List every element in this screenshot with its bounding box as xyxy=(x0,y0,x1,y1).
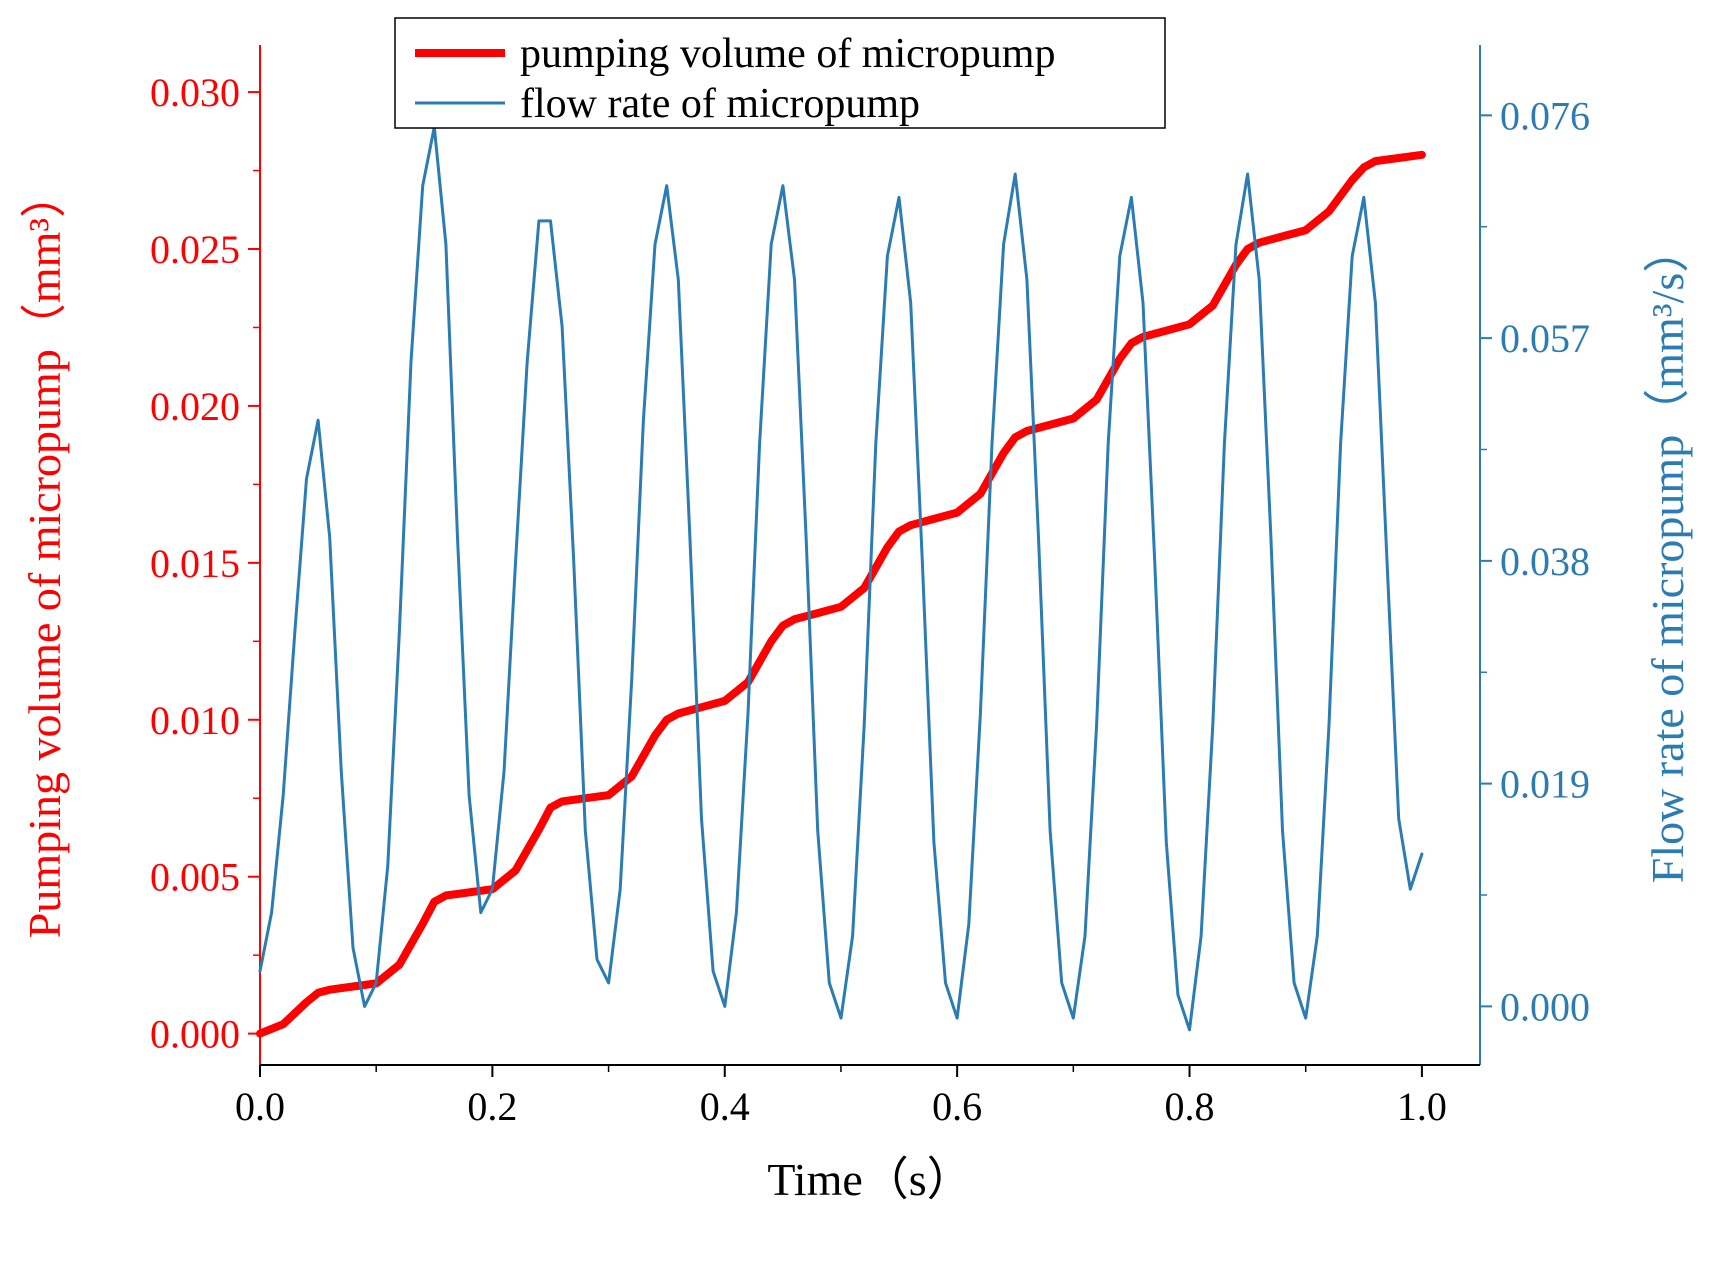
x-tick-label: 1.0 xyxy=(1397,1084,1447,1129)
y-left-tick-label: 0.025 xyxy=(150,227,240,272)
y-right-tick-label: 0.000 xyxy=(1500,984,1590,1029)
legend-label: pumping volume of micropump xyxy=(520,31,1055,77)
y-right-tick-label: 0.076 xyxy=(1500,93,1590,138)
series-flow_rate xyxy=(260,127,1422,1030)
y-left-tick-label: 0.015 xyxy=(150,541,240,586)
y-left-tick-label: 0.005 xyxy=(150,855,240,900)
y-left-tick-label: 0.000 xyxy=(150,1012,240,1057)
y-left-axis-title: Pumping volume of micropump（mm³） xyxy=(19,172,70,938)
y-left-tick-label: 0.020 xyxy=(150,384,240,429)
x-tick-label: 0.6 xyxy=(932,1084,982,1129)
y-right-axis-title: Flow rate of micropump（mm³/s） xyxy=(1642,227,1693,883)
y-right-tick-label: 0.057 xyxy=(1500,316,1590,361)
x-tick-label: 0.0 xyxy=(235,1084,285,1129)
y-left-tick-label: 0.010 xyxy=(150,698,240,743)
x-axis-title: Time（s） xyxy=(767,1154,972,1205)
x-tick-label: 0.8 xyxy=(1165,1084,1215,1129)
chart-svg: 0.0 0.2 0.4 0.6 0.8 1.0 0.000 0.005 0.010 0.015 0.… xyxy=(0,0,1728,1263)
series-pumping_volume xyxy=(260,155,1422,1034)
y-left-tick-label: 0.030 xyxy=(150,70,240,115)
y-right-tick-label: 0.019 xyxy=(1500,762,1590,807)
x-tick-label: 0.2 xyxy=(467,1084,517,1129)
x-tick-label: 0.4 xyxy=(700,1084,750,1129)
y-right-tick-label: 0.038 xyxy=(1500,539,1590,584)
chart-container: 0.0 0.2 0.4 0.6 0.8 1.0 0.000 0.005 0.010 0.015 0.… xyxy=(0,0,1728,1263)
legend-label: flow rate of micropump xyxy=(520,81,920,127)
